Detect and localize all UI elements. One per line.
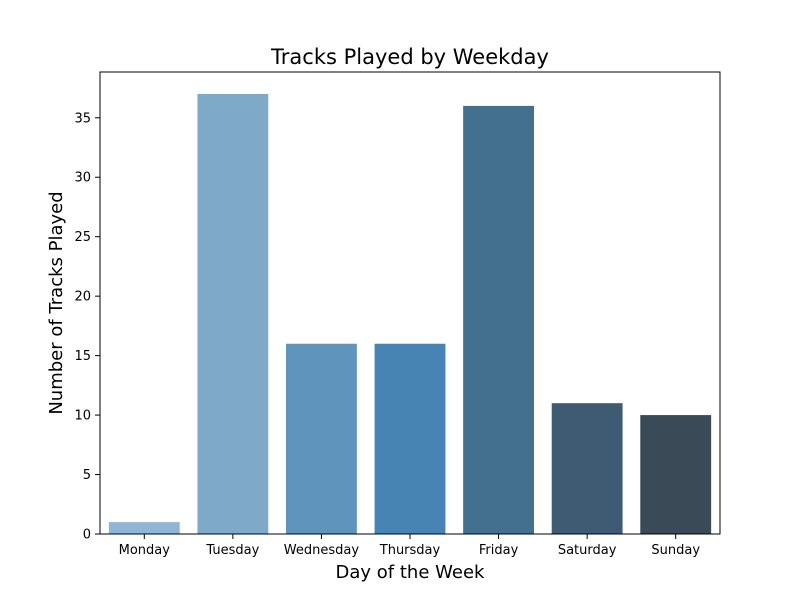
x-tick-label: Friday bbox=[479, 543, 519, 558]
y-tick-label: 0 bbox=[83, 528, 91, 543]
bar-friday bbox=[463, 105, 534, 534]
y-tick-label: 10 bbox=[74, 409, 91, 424]
bar-sunday bbox=[640, 415, 712, 534]
x-tick-label: Monday bbox=[119, 543, 171, 558]
bar-tuesday bbox=[197, 94, 269, 534]
x-tick-label: Tuesday bbox=[205, 543, 259, 558]
y-tick-label: 35 bbox=[74, 111, 91, 126]
bar-monday bbox=[108, 522, 180, 534]
x-tick-label: Saturday bbox=[558, 543, 617, 558]
plot-area: 0 5 10 15 20 25 30 35 Monday Tuesday Wednesday Thur… bbox=[74, 71, 721, 558]
bar-saturday bbox=[551, 403, 623, 534]
y-tick-label: 30 bbox=[74, 171, 91, 186]
bar-thursday bbox=[374, 343, 446, 534]
y-tick-label: 5 bbox=[83, 468, 91, 483]
y-tick-label: 25 bbox=[74, 230, 91, 245]
chart-title: Tracks Played by Weekday bbox=[270, 45, 549, 69]
x-tick-label: Thursday bbox=[379, 543, 441, 558]
y-tick-label: 20 bbox=[74, 290, 91, 305]
bar-wednesday bbox=[286, 343, 357, 534]
y-axis-label: Number of Tracks Played bbox=[46, 191, 67, 414]
y-tick-label: 15 bbox=[74, 349, 91, 364]
x-tick-label: Wednesday bbox=[284, 543, 360, 558]
x-axis-label: Day of the Week bbox=[336, 562, 485, 583]
x-tick-label: Sunday bbox=[651, 543, 700, 558]
